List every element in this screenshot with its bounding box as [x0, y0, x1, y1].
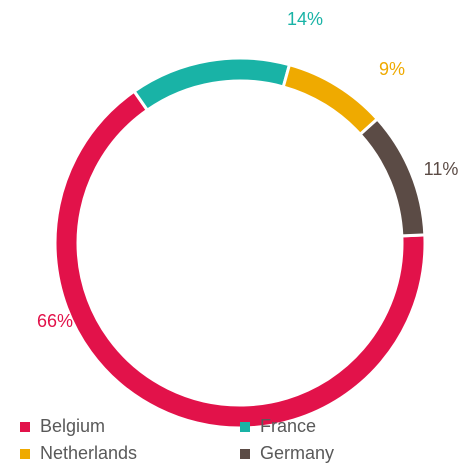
donut-segment — [281, 62, 380, 137]
legend-label: Germany — [260, 443, 334, 463]
data-label: 14% — [287, 9, 323, 29]
data-label: 66% — [37, 311, 73, 331]
data-label: 11% — [424, 159, 459, 179]
legend-label: France — [260, 416, 316, 436]
donut-segment — [132, 56, 292, 113]
donut-segment — [358, 116, 427, 238]
data-label: 9% — [379, 59, 405, 79]
legend-label: Netherlands — [40, 443, 137, 463]
legend-swatch — [20, 449, 30, 459]
legend-swatch — [240, 449, 250, 459]
legend-label: Belgium — [40, 416, 105, 436]
legend-swatch — [240, 422, 250, 432]
legend-swatch — [20, 422, 30, 432]
